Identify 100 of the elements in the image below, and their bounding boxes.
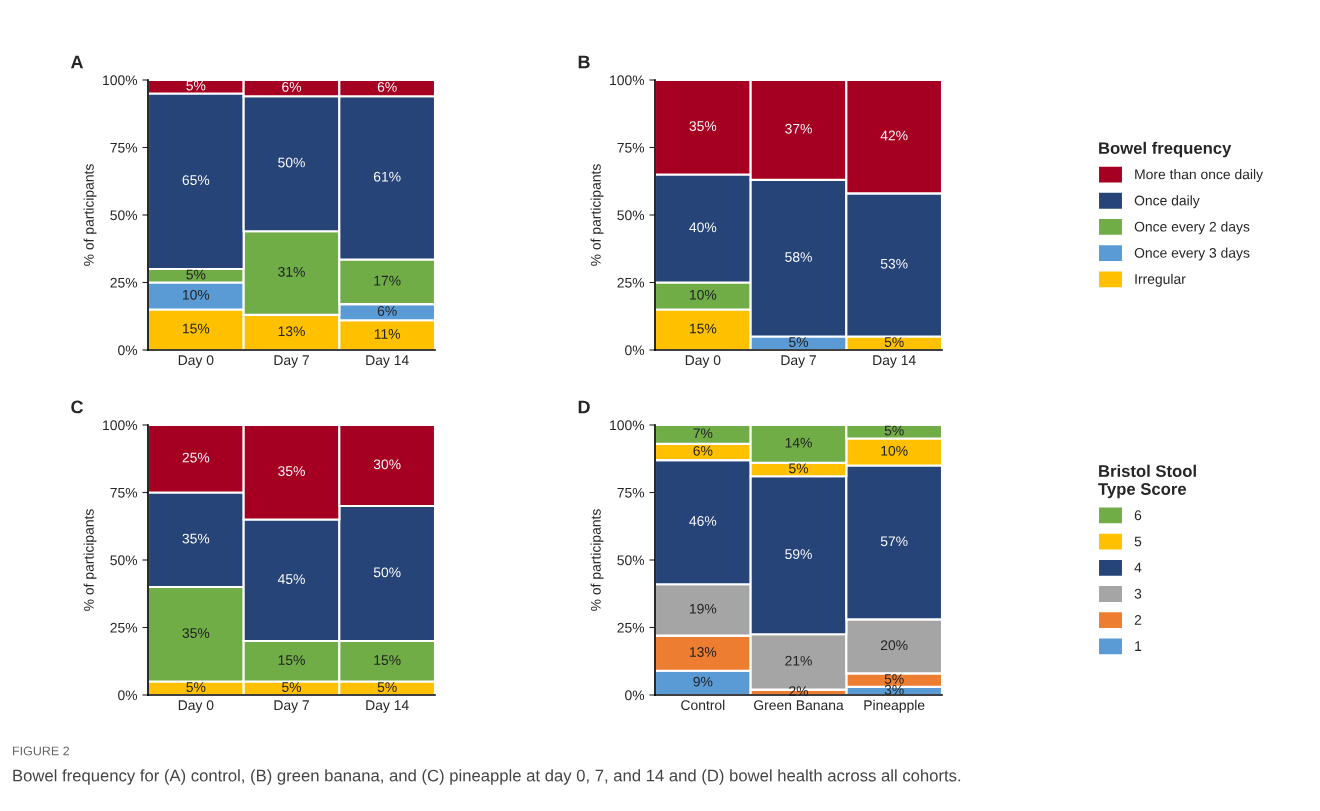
data-label: 15% (689, 323, 717, 334)
x-tick-label: Day 14 (366, 700, 409, 713)
y-tick-label: 50% (617, 555, 645, 566)
x-tick-label: Day 0 (685, 355, 721, 368)
data-label: 37% (785, 123, 812, 134)
data-label: 6% (282, 81, 302, 92)
legend-title: Bristol Stool Type Score (1098, 464, 1196, 499)
data-label: 57% (880, 536, 908, 547)
data-label: 58% (785, 252, 812, 262)
y-tick-label: 100% (103, 75, 138, 86)
y-tick-label: 0% (625, 690, 645, 701)
legend-label: Once daily (1134, 195, 1200, 209)
y-axis-title: % of participants (590, 509, 604, 611)
data-label: 5% (186, 269, 206, 280)
y-tick-label: 25% (617, 622, 645, 633)
data-label: 5% (884, 425, 904, 436)
data-label: 65% (182, 175, 210, 185)
y-tick-label: 50% (617, 210, 645, 221)
data-label: 35% (182, 533, 210, 544)
y-axis-title: % of participants (590, 164, 604, 266)
y-tick-label: 75% (617, 487, 645, 498)
data-label: 7% (693, 428, 713, 439)
x-tick-label: Pineapple (864, 699, 925, 713)
y-tick-label: 50% (110, 210, 138, 221)
y-tick-label: 25% (110, 622, 138, 633)
y-axis-title: % of participants (83, 509, 97, 611)
legend-label: 1 (1135, 641, 1142, 651)
data-label: 5% (884, 337, 904, 347)
data-label: 31% (278, 266, 305, 277)
y-tick-label: 75% (617, 142, 645, 153)
data-label: 6% (377, 81, 397, 92)
data-label: 15% (278, 655, 305, 665)
y-tick-label: 50% (110, 555, 138, 566)
x-tick-label: Day 7 (274, 355, 309, 368)
data-label: 13% (278, 326, 305, 337)
x-tick-label: Day 0 (178, 700, 214, 713)
x-tick-label: Day 7 (781, 355, 816, 368)
data-label: 10% (182, 289, 210, 300)
x-tick-label: Control (681, 699, 725, 711)
data-label: 17% (374, 275, 401, 286)
text: 5 (1134, 536, 1142, 547)
legend-label: 3 (1134, 588, 1142, 599)
data-label: 35% (182, 628, 210, 638)
y-tick-label: 0% (118, 345, 138, 356)
legend-label: Irregular (1135, 273, 1186, 287)
data-label: 9% (693, 676, 713, 687)
data-label: 35% (689, 121, 717, 131)
y-tick-label: 0% (118, 690, 138, 701)
data-label: 59% (785, 549, 812, 559)
y-tick-label: 100% (103, 420, 138, 431)
data-label: 45% (277, 574, 305, 584)
data-label: 5% (789, 337, 809, 347)
data-label: 20% (880, 640, 908, 651)
chart-title: A (70, 55, 84, 69)
data-label: 35% (278, 466, 305, 476)
data-label: 5% (377, 682, 397, 692)
data-label: 10% (881, 445, 908, 456)
chart-title: D (578, 400, 590, 414)
y-tick-label: 75% (110, 142, 138, 153)
x-tick-label: Day 14 (366, 355, 409, 368)
data-label: 5% (186, 80, 206, 91)
data-label: 50% (278, 157, 305, 168)
chart-title: B (578, 55, 590, 69)
x-tick-label: Day 14 (873, 355, 916, 368)
data-label: 15% (182, 323, 210, 334)
legend-label: More than once daily (1135, 169, 1264, 182)
data-label: 5% (884, 674, 904, 684)
data-label: 10% (689, 289, 717, 300)
data-label: 5% (789, 463, 809, 474)
data-label: 30% (373, 459, 401, 470)
data-label: 25% (182, 452, 210, 463)
data-label: 5% (186, 682, 206, 692)
legend-label: 2 (1134, 615, 1142, 625)
text: 6 (1134, 510, 1142, 521)
x-tick-label: Green Banana (754, 700, 844, 711)
y-axis-title: % of participants (83, 164, 97, 266)
data-label: 15% (374, 655, 401, 665)
y-tick-label: 25% (617, 277, 645, 288)
text: Bowel frequency for (A) control, (B) green banana, and (C) pineapple at day 0, 7, and 14 and (D) bowel health across all cohorts. (13, 769, 961, 785)
data-label: 13% (689, 647, 717, 657)
caption: FIGURE 2 (13, 746, 70, 756)
data-label: 19% (689, 603, 717, 614)
data-label: 6% (377, 306, 397, 316)
legend-label: Once every 2 days (1134, 221, 1250, 235)
data-label: 11% (374, 329, 401, 339)
y-tick-label: 25% (110, 277, 138, 288)
data-label: 50% (373, 567, 401, 578)
data-label: 42% (880, 130, 908, 141)
y-tick-label: 100% (610, 420, 645, 431)
x-tick-label: Day 7 (274, 700, 309, 713)
x-tick-label: Day 0 (178, 355, 214, 368)
data-label: 6% (693, 445, 713, 456)
legend-label: Once every 3 days (1134, 247, 1250, 261)
legend-title: Bowel frequency (1099, 141, 1232, 158)
chart-title: C (71, 400, 84, 414)
data-label: 46% (689, 516, 717, 526)
data-label: 14% (785, 437, 812, 448)
data-label: 40% (689, 222, 717, 233)
data-label: 21% (785, 655, 812, 666)
legend-label: 4 (1134, 562, 1142, 573)
